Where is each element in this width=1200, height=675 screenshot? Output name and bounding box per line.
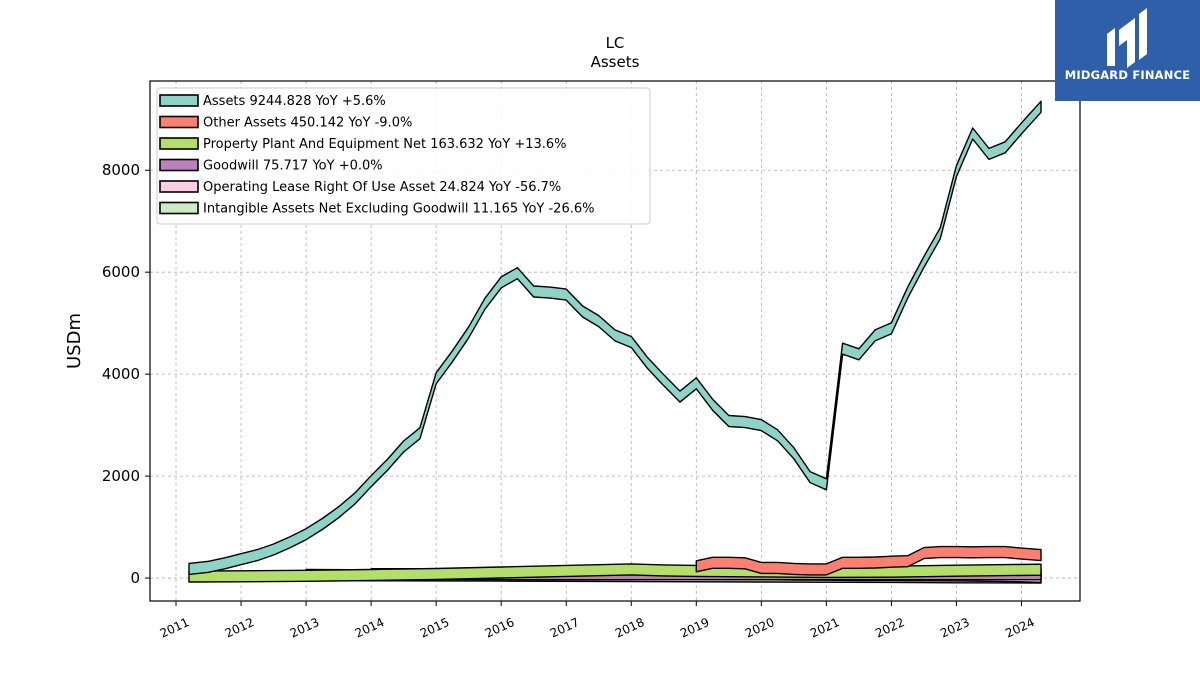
x-tick-label: 2020 bbox=[743, 615, 777, 641]
legend-swatch bbox=[159, 158, 199, 172]
legend-entry-label: Property Plant And Equipment Net 163.632… bbox=[203, 137, 567, 152]
legend-swatch bbox=[159, 137, 199, 150]
x-tick-label: 2019 bbox=[678, 615, 712, 641]
x-tick-label: 2013 bbox=[288, 615, 322, 641]
legend-entry-label: Intangible Assets Net Excluding Goodwill… bbox=[203, 202, 594, 217]
brand-name: MIDGARD FINANCE bbox=[1064, 68, 1191, 82]
legend-entry-label: Assets 9244.828 YoY +5.6% bbox=[203, 94, 386, 109]
series-ribbon-other-assets bbox=[695, 545, 1042, 576]
x-tick-label: 2014 bbox=[353, 615, 387, 641]
x-tick-label: 2018 bbox=[613, 615, 647, 641]
brand-logo: MIDGARD FINANCE bbox=[1055, 0, 1200, 101]
y-axis-label: USDm bbox=[64, 313, 85, 369]
x-tick-label: 2023 bbox=[938, 615, 972, 641]
y-tick-label: 0 bbox=[130, 569, 140, 587]
x-tick-label: 2021 bbox=[808, 615, 842, 641]
legend-swatch bbox=[159, 115, 199, 129]
x-tick-label: 2017 bbox=[548, 615, 582, 641]
plot-frame bbox=[149, 80, 1081, 602]
legend-entry-label: Operating Lease Right Of Use Asset 24.82… bbox=[203, 180, 561, 195]
y-tick-label: 6000 bbox=[102, 263, 140, 281]
chart-title: LC bbox=[606, 34, 625, 52]
legend-box bbox=[156, 87, 651, 225]
legend-swatch bbox=[159, 94, 199, 107]
midgard-logo-icon bbox=[1107, 8, 1147, 68]
x-tick-label: 2022 bbox=[873, 615, 907, 641]
x-tick-label: 2012 bbox=[223, 615, 257, 641]
legend-swatch bbox=[159, 180, 199, 193]
chart-subtitle: Assets bbox=[591, 53, 640, 71]
x-tick-label: 2016 bbox=[483, 615, 517, 641]
y-axis: 0 2000 4000 6000 8000 bbox=[102, 161, 150, 587]
legend: Assets 9244.828 YoY +5.6% Other Assets 45… bbox=[156, 87, 651, 225]
legend-swatch bbox=[159, 201, 199, 215]
legend-entry-label: Goodwill 75.717 YoY +0.0% bbox=[203, 159, 383, 174]
legend-entry-label: Other Assets 450.142 YoY -9.0% bbox=[203, 116, 412, 131]
grid bbox=[150, 81, 1080, 601]
y-tick-label: 2000 bbox=[102, 467, 140, 485]
x-axis: 2011 2012 2013 2014 2015 2016 2017 2018 2019 2020… bbox=[158, 601, 1037, 641]
series-group bbox=[188, 100, 1042, 584]
x-tick-label: 2024 bbox=[1003, 615, 1037, 641]
x-tick-label: 2011 bbox=[158, 615, 192, 641]
series-ribbon-assets bbox=[188, 100, 1042, 576]
y-tick-label: 4000 bbox=[102, 365, 140, 383]
y-tick-label: 8000 bbox=[102, 161, 140, 179]
x-tick-label: 2015 bbox=[418, 615, 452, 641]
